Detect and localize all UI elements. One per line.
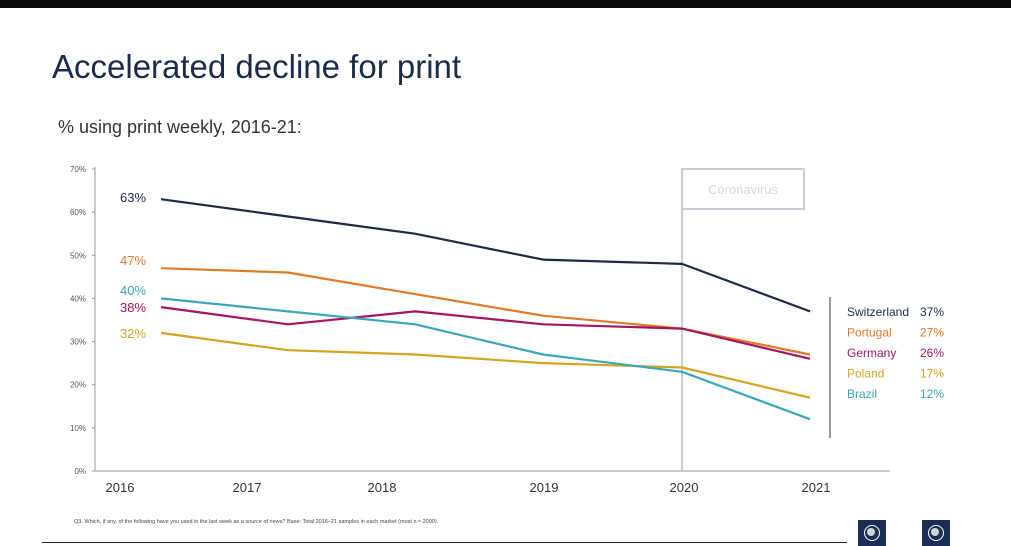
y-tick-label: 50% [70,251,86,260]
x-tick-label: 2016 [106,480,135,495]
brand-logo-icon [858,520,886,546]
series-line-switzerland [160,198,811,313]
start-label-germany: 38% [120,300,146,315]
legend-name-germany: Germany [847,346,896,360]
legend-value-switzerland: 37% [920,305,944,319]
page-title: Accelerated decline for print [52,48,462,85]
y-tick-label: 60% [70,208,86,217]
top-bar [0,0,1011,8]
legend-name-poland: Poland [847,367,884,381]
y-tick-label: 70% [70,165,86,174]
legend-name-portugal: Portugal [847,326,892,340]
legend-name-switzerland: Switzerland [847,305,909,319]
footnote: Q3. Which, if any, of the following have… [74,519,439,525]
y-tick-label: 0% [74,467,86,476]
university-crest-icon [922,520,950,546]
x-tick-label: 2018 [368,480,397,495]
x-tick-label: 2017 [233,480,262,495]
start-label-portugal: 47% [120,253,146,268]
start-label-poland: 32% [120,326,146,341]
footer-divider [42,542,847,543]
legend-value-poland: 17% [920,367,944,381]
start-label-brazil: 40% [120,283,146,298]
x-tick-label: 2021 [802,480,831,495]
x-tick-label: 2020 [670,480,699,495]
coronavirus-box [681,168,805,210]
legend-value-portugal: 27% [920,326,944,340]
legend-value-germany: 26% [920,346,944,360]
x-tick-label: 2019 [530,480,559,495]
start-label-switzerland: 63% [120,190,146,205]
legend-name-brazil: Brazil [847,387,877,401]
y-tick-label: 20% [70,381,86,390]
coronavirus-label: Coronavirus [708,182,779,197]
chart-subtitle: % using print weekly, 2016-21: [58,117,302,137]
legend-value-brazil: 12% [920,387,944,401]
series-line-poland [160,331,811,399]
series-line-brazil [160,297,811,421]
y-tick-label: 40% [70,294,86,303]
y-tick-label: 30% [70,338,86,347]
y-tick-label: 10% [70,424,86,433]
series-line-germany [160,306,811,360]
